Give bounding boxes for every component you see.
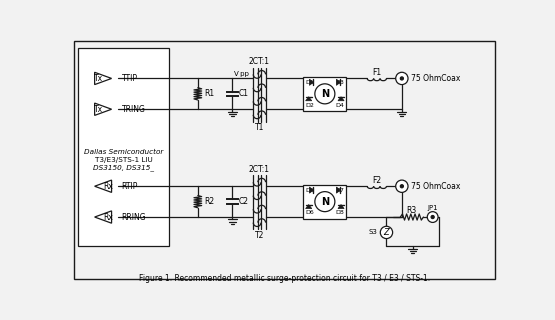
Text: N: N — [321, 89, 329, 99]
Circle shape — [431, 215, 434, 219]
Circle shape — [396, 180, 408, 192]
Text: 75 OhmCoax: 75 OhmCoax — [411, 182, 461, 191]
Text: 2CT:1: 2CT:1 — [249, 165, 270, 174]
Bar — [303, 185, 346, 219]
Text: D3: D3 — [335, 80, 344, 85]
Text: RRING: RRING — [122, 212, 146, 221]
Polygon shape — [306, 204, 312, 209]
Text: Tx: Tx — [94, 105, 103, 114]
Text: RTIP: RTIP — [122, 182, 138, 191]
Text: D2: D2 — [306, 103, 315, 108]
Text: Rx: Rx — [103, 182, 113, 191]
Text: D8: D8 — [335, 211, 344, 215]
Text: T1: T1 — [255, 123, 264, 132]
Text: TRING: TRING — [122, 105, 145, 114]
Text: D1: D1 — [306, 80, 314, 85]
Text: TTIP: TTIP — [122, 74, 138, 83]
Text: C1: C1 — [239, 89, 249, 98]
Polygon shape — [306, 97, 312, 101]
Text: Z: Z — [384, 228, 390, 237]
Text: R3: R3 — [407, 206, 417, 215]
Text: DS3150, DS315_: DS3150, DS315_ — [93, 164, 154, 171]
Text: 75 OhmCoax: 75 OhmCoax — [411, 74, 461, 83]
Polygon shape — [336, 187, 340, 193]
Circle shape — [396, 72, 408, 84]
Text: Rx: Rx — [103, 212, 113, 221]
Text: Dallas Semiconductor: Dallas Semiconductor — [84, 149, 164, 156]
Text: Tx: Tx — [94, 74, 103, 83]
Polygon shape — [310, 79, 314, 85]
Polygon shape — [95, 180, 112, 192]
Text: S3: S3 — [369, 229, 377, 236]
Text: R1: R1 — [204, 89, 214, 98]
Text: D7: D7 — [335, 188, 344, 193]
Text: C2: C2 — [239, 197, 249, 206]
Text: D4: D4 — [335, 103, 344, 108]
Text: R2: R2 — [204, 197, 214, 206]
Bar — [303, 77, 346, 111]
Polygon shape — [95, 72, 112, 84]
Circle shape — [315, 84, 335, 104]
Text: F1: F1 — [372, 68, 381, 77]
Text: F2: F2 — [372, 176, 381, 185]
Circle shape — [427, 212, 438, 222]
Text: N: N — [321, 196, 329, 207]
Polygon shape — [338, 204, 344, 209]
Text: T3/E3/STS-1 LIU: T3/E3/STS-1 LIU — [95, 157, 153, 163]
Polygon shape — [336, 79, 340, 85]
Polygon shape — [338, 97, 344, 101]
Text: JP1: JP1 — [427, 205, 438, 211]
Polygon shape — [95, 211, 112, 223]
Text: Figure 1. Recommended metallic surge-protection circuit for T3 / E3 / STS-1.: Figure 1. Recommended metallic surge-pro… — [139, 274, 430, 283]
Text: D5: D5 — [306, 188, 314, 193]
Polygon shape — [95, 103, 112, 116]
Bar — [78, 48, 169, 246]
Circle shape — [400, 185, 403, 188]
Circle shape — [380, 226, 392, 239]
Text: D6: D6 — [306, 211, 314, 215]
Circle shape — [400, 77, 403, 80]
Circle shape — [315, 192, 335, 212]
Text: V pp: V pp — [234, 71, 249, 77]
Text: T2: T2 — [255, 231, 264, 240]
Text: 2CT:1: 2CT:1 — [249, 57, 270, 66]
Polygon shape — [310, 187, 314, 193]
